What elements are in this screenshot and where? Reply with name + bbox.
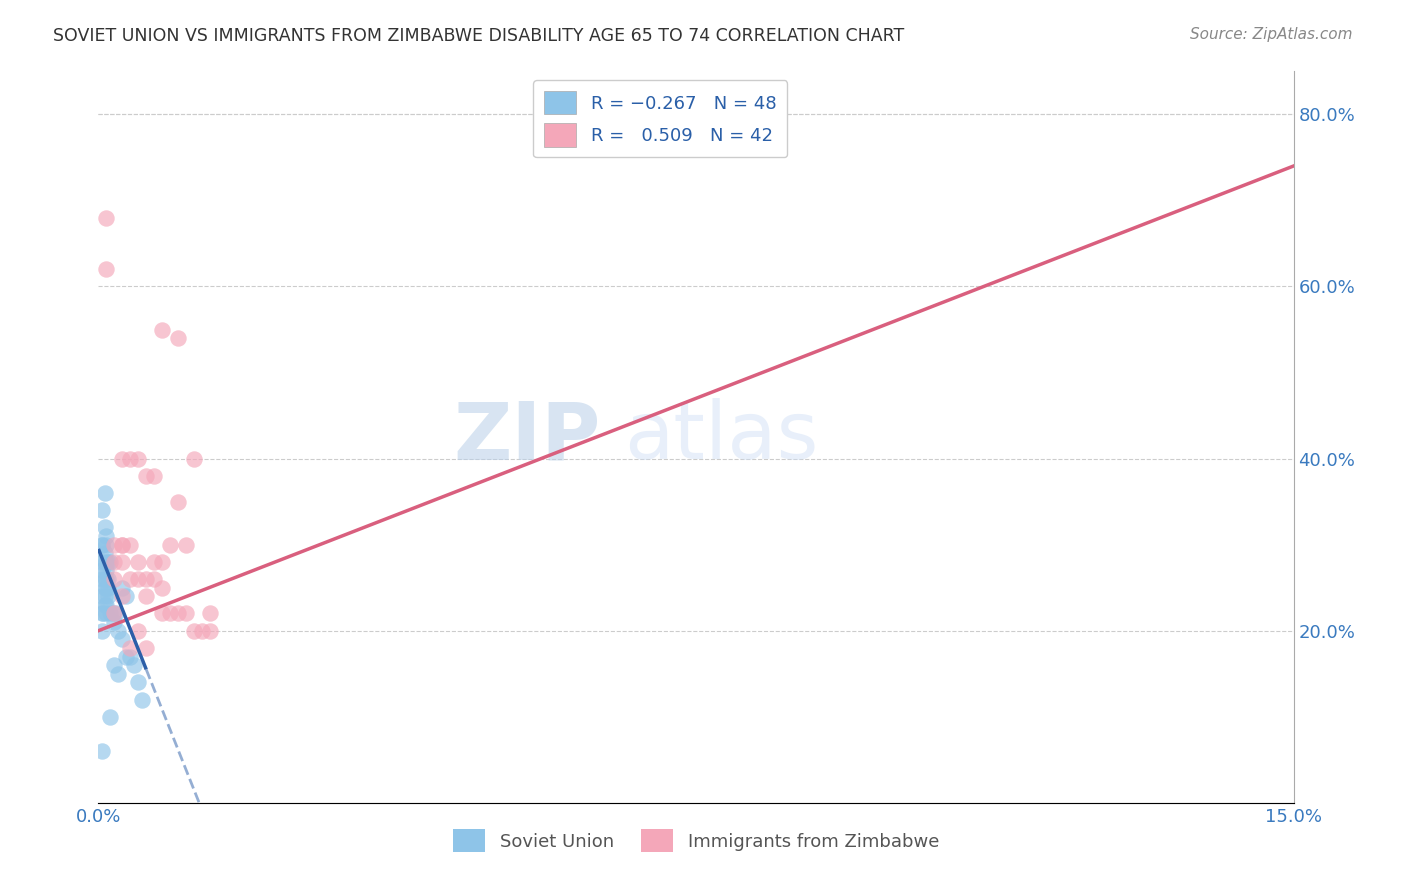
Point: [120, 538, 142, 552]
Point: [103, 555, 125, 569]
Point: [96, 529, 118, 543]
Point: [94, 546, 117, 560]
Point: [90, 624, 112, 638]
Point: [198, 624, 221, 638]
Point: [150, 322, 173, 336]
Text: SOVIET UNION VS IMMIGRANTS FROM ZIMBABWE DISABILITY AGE 65 TO 74 CORRELATION CHA: SOVIET UNION VS IMMIGRANTS FROM ZIMBABWE…: [53, 27, 904, 45]
Point: [135, 468, 157, 483]
Point: [159, 607, 181, 621]
Point: [96, 607, 118, 621]
Point: [167, 331, 190, 345]
Point: [127, 572, 149, 586]
Point: [91, 555, 114, 569]
Point: [167, 494, 190, 508]
Point: [94, 555, 117, 569]
Point: [174, 538, 197, 552]
Point: [101, 607, 124, 621]
Point: [91, 607, 114, 621]
Point: [131, 692, 153, 706]
Text: atlas: atlas: [624, 398, 818, 476]
Point: [111, 538, 134, 552]
Point: [191, 624, 214, 638]
Point: [91, 589, 114, 603]
Point: [94, 486, 117, 500]
Point: [97, 589, 120, 603]
Point: [96, 598, 118, 612]
Point: [135, 572, 157, 586]
Point: [97, 581, 120, 595]
Legend: Soviet Union, Immigrants from Zimbabwe: Soviet Union, Immigrants from Zimbabwe: [446, 822, 946, 860]
Point: [150, 607, 173, 621]
Point: [135, 589, 157, 603]
Point: [111, 451, 134, 466]
Point: [111, 589, 134, 603]
Point: [91, 503, 114, 517]
Point: [127, 675, 149, 690]
Point: [120, 451, 142, 466]
Point: [94, 598, 117, 612]
Point: [111, 632, 134, 647]
Point: [98, 607, 122, 621]
Point: [107, 666, 129, 681]
Point: [91, 538, 114, 552]
Point: [143, 468, 166, 483]
Point: [91, 538, 114, 552]
Point: [127, 555, 149, 569]
Point: [94, 520, 117, 534]
Point: [120, 649, 142, 664]
Point: [183, 451, 205, 466]
Point: [103, 572, 125, 586]
Point: [96, 581, 118, 595]
Point: [96, 211, 118, 225]
Point: [167, 607, 190, 621]
Point: [150, 555, 173, 569]
Point: [115, 589, 138, 603]
Point: [120, 572, 142, 586]
Point: [111, 581, 134, 595]
Point: [103, 615, 125, 629]
Point: [96, 555, 118, 569]
Point: [94, 581, 117, 595]
Point: [159, 538, 181, 552]
Point: [103, 607, 125, 621]
Point: [91, 744, 114, 758]
Point: [107, 624, 129, 638]
Point: [98, 710, 122, 724]
Point: [103, 538, 125, 552]
Point: [96, 564, 118, 578]
Point: [174, 607, 197, 621]
Point: [91, 607, 114, 621]
Point: [143, 555, 166, 569]
Point: [98, 555, 122, 569]
Text: Source: ZipAtlas.com: Source: ZipAtlas.com: [1189, 27, 1353, 42]
Point: [96, 262, 118, 277]
Point: [111, 555, 134, 569]
Point: [135, 640, 157, 655]
Point: [111, 538, 134, 552]
Point: [198, 607, 221, 621]
Point: [91, 564, 114, 578]
Point: [120, 640, 142, 655]
Point: [124, 658, 146, 673]
Point: [104, 607, 127, 621]
Point: [183, 624, 205, 638]
Point: [97, 555, 120, 569]
Point: [94, 572, 117, 586]
Point: [97, 572, 120, 586]
Point: [103, 658, 125, 673]
Point: [96, 538, 118, 552]
Text: ZIP: ZIP: [453, 398, 600, 476]
Point: [96, 572, 118, 586]
Point: [127, 451, 149, 466]
Point: [143, 572, 166, 586]
Point: [91, 572, 114, 586]
Point: [115, 649, 138, 664]
Point: [150, 581, 173, 595]
Point: [94, 589, 117, 603]
Point: [127, 624, 149, 638]
